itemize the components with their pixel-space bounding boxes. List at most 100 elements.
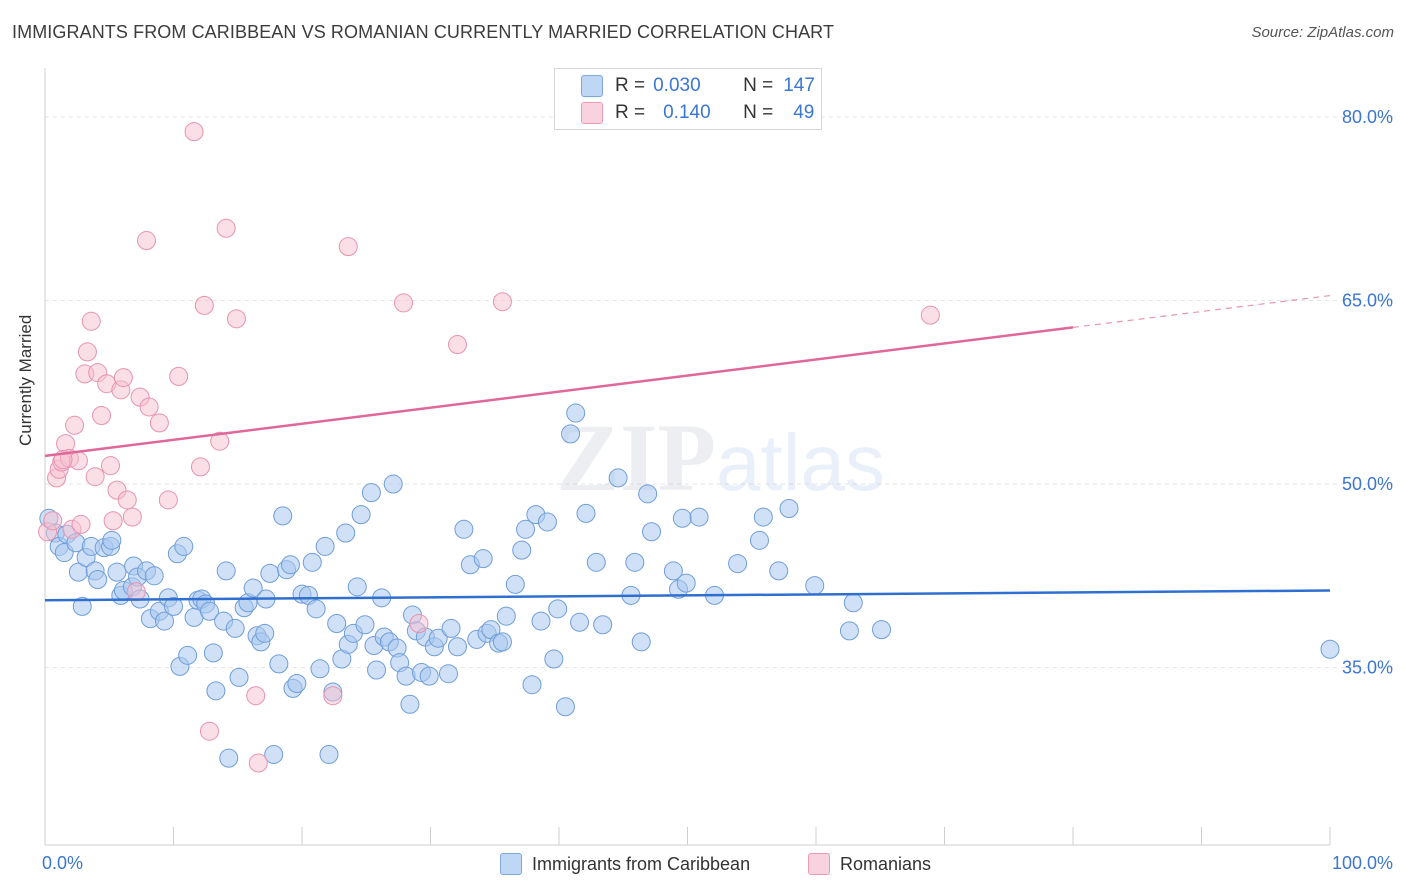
data-point	[229, 667, 249, 687]
data-point	[139, 397, 159, 417]
data-point	[872, 620, 892, 640]
data-point	[642, 522, 662, 542]
legend-label-caribbean: Immigrants from Caribbean	[532, 853, 751, 874]
y-tick-label: 35.0%	[1342, 658, 1393, 678]
y-tick-label: 80.0%	[1342, 107, 1393, 127]
y-tick-label: 65.0%	[1342, 290, 1393, 310]
data-point	[347, 577, 367, 597]
data-point	[102, 530, 122, 550]
data-point	[367, 660, 387, 680]
legend-row-romanian: R = 0.140 N = 49	[581, 101, 814, 125]
data-point	[323, 686, 343, 706]
data-point	[336, 523, 356, 543]
data-point	[492, 632, 512, 652]
data-point	[248, 753, 268, 773]
data-point	[555, 697, 575, 717]
data-point	[273, 506, 293, 526]
data-point	[315, 536, 335, 556]
data-point	[260, 563, 280, 583]
data-point	[203, 643, 223, 663]
data-point	[169, 366, 189, 386]
data-point	[149, 413, 169, 433]
data-point	[839, 621, 859, 641]
data-point	[447, 335, 467, 355]
data-point	[753, 507, 773, 527]
data-point	[537, 512, 557, 532]
data-point	[531, 611, 551, 631]
data-point	[199, 601, 219, 621]
legend-row-caribbean: R = 0.030 N = 147	[581, 74, 815, 98]
data-point	[81, 311, 101, 331]
y-axis-label: Currently Married	[16, 314, 35, 446]
data-point	[210, 431, 230, 451]
data-point	[843, 593, 863, 613]
data-point	[216, 218, 236, 238]
data-point	[496, 606, 516, 626]
data-point	[749, 530, 769, 550]
x-tick-label: 0.0%	[42, 853, 83, 873]
data-point	[779, 499, 799, 519]
legend-swatch-blue	[500, 853, 522, 875]
data-point	[447, 637, 467, 657]
data-point	[805, 576, 825, 596]
watermark: ZIP atlas	[556, 404, 885, 511]
data-point	[206, 681, 226, 701]
data-point	[243, 578, 263, 598]
data-point	[516, 519, 536, 539]
data-point	[920, 305, 940, 325]
data-point	[570, 612, 590, 632]
legend-item-romanian: Romanians	[808, 852, 931, 876]
legend-swatch-pink	[808, 853, 830, 875]
data-point	[287, 673, 307, 693]
series-romanian-points	[38, 122, 940, 773]
data-point	[361, 483, 381, 503]
data-point	[302, 552, 322, 572]
trend-lines	[44, 294, 1331, 602]
data-point	[184, 122, 204, 142]
data-point	[676, 573, 696, 593]
data-point	[280, 555, 300, 575]
data-point	[178, 645, 198, 665]
data-point	[319, 744, 339, 764]
data-point	[72, 596, 92, 616]
data-point	[428, 628, 448, 648]
data-point	[219, 748, 239, 768]
data-point	[255, 623, 275, 643]
data-point	[492, 292, 512, 312]
data-point	[174, 536, 194, 556]
chart-title: IMMIGRANTS FROM CARIBBEAN VS ROMANIAN CU…	[12, 22, 835, 42]
data-point	[77, 342, 97, 362]
data-point	[608, 468, 628, 488]
data-point	[92, 406, 112, 426]
tick-labels: 35.0% 50.0% 65.0% 80.0% 0.0% 100.0%	[42, 107, 1393, 873]
source-label: Source: ZipAtlas.com	[1251, 24, 1394, 41]
data-point	[728, 554, 748, 574]
data-point	[194, 295, 214, 315]
data-point	[400, 694, 420, 714]
data-point	[103, 511, 123, 531]
data-point	[663, 561, 683, 581]
data-point	[561, 424, 581, 444]
trend-line-caribbean	[44, 589, 1331, 602]
data-point	[544, 649, 564, 669]
data-point	[101, 456, 121, 476]
legend-swatch-blue	[581, 75, 603, 97]
watermark-atlas: atlas	[716, 418, 885, 507]
data-point	[522, 675, 542, 695]
legend-n-label: N =	[743, 75, 774, 96]
data-point	[769, 561, 789, 581]
data-point	[216, 561, 236, 581]
data-point	[71, 514, 91, 534]
data-point	[1320, 639, 1340, 659]
data-point	[454, 519, 474, 539]
x-tick-label: 100.0%	[1332, 853, 1393, 873]
data-point	[199, 721, 219, 741]
legend-r-label: R =	[615, 75, 646, 96]
data-point	[625, 552, 645, 572]
data-point	[226, 309, 246, 329]
data-point	[586, 552, 606, 572]
legend-swatch-pink	[581, 102, 603, 124]
data-point	[441, 618, 461, 638]
data-point	[107, 562, 127, 582]
